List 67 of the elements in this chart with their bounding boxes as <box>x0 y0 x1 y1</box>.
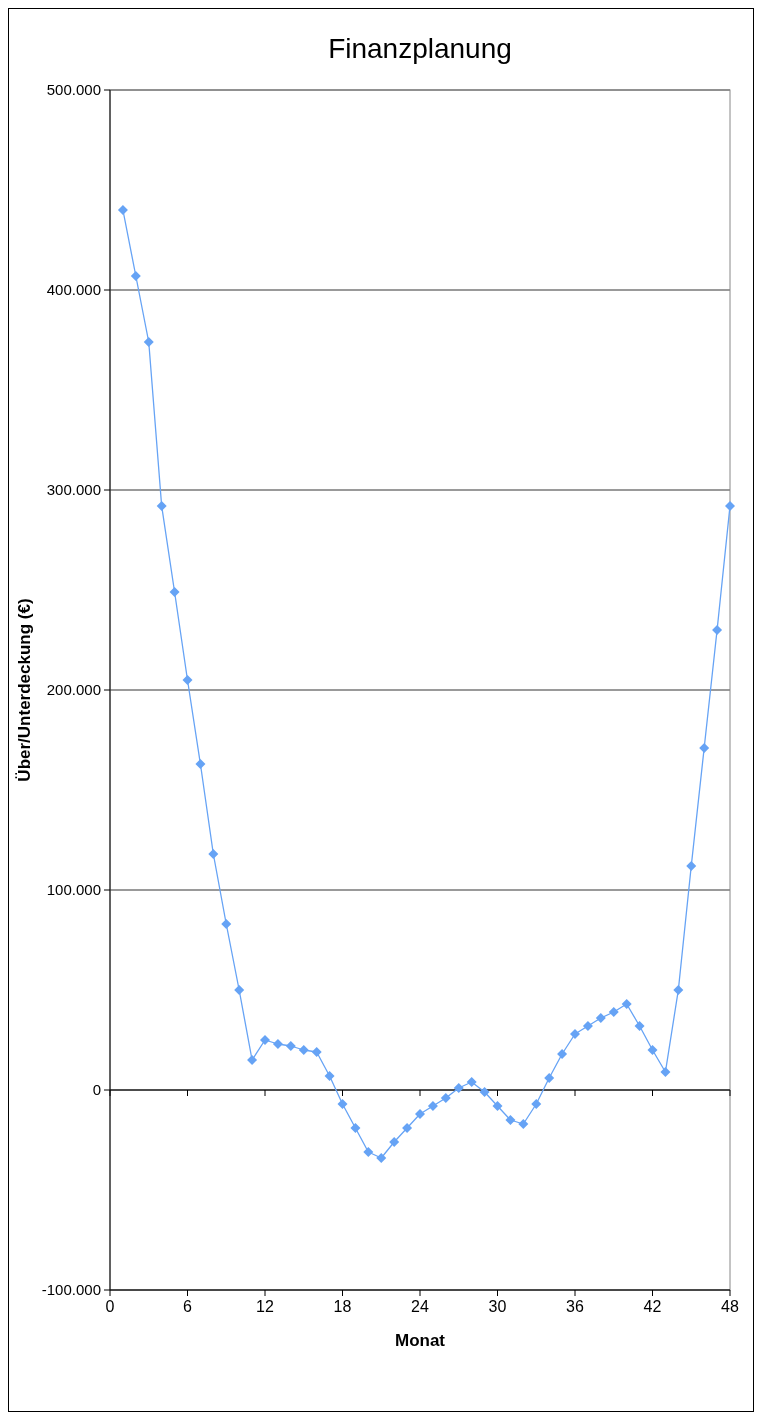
point <box>234 985 245 995</box>
point <box>570 1029 580 1039</box>
x-tick-label: 48 <box>721 1298 739 1315</box>
point <box>647 1045 658 1055</box>
y-tick-label: 0 <box>92 1081 101 1099</box>
y-tick-label: 300.000 <box>46 481 101 499</box>
point <box>272 1039 283 1049</box>
point <box>440 1093 451 1103</box>
point <box>505 1115 516 1125</box>
x-tick-label: 24 <box>411 1298 429 1315</box>
point <box>492 1101 503 1111</box>
y-tick-label: 400.000 <box>46 281 101 299</box>
point <box>699 743 710 753</box>
point <box>337 1099 348 1109</box>
point <box>311 1047 322 1057</box>
point <box>182 675 193 685</box>
point <box>660 1067 671 1077</box>
point <box>285 1041 296 1051</box>
point <box>298 1045 309 1055</box>
chart-title: Finanzplanung <box>328 33 512 64</box>
point <box>544 1073 555 1083</box>
y-tick-label: 200.000 <box>46 681 101 699</box>
point <box>518 1119 529 1129</box>
point <box>557 1049 568 1059</box>
point <box>634 1021 645 1031</box>
point <box>195 759 206 769</box>
point <box>156 501 167 511</box>
point <box>582 1021 593 1031</box>
point <box>725 501 735 511</box>
point <box>260 1035 270 1045</box>
point <box>595 1013 606 1023</box>
point <box>608 1007 619 1017</box>
x-tick-label: 36 <box>566 1298 584 1315</box>
point <box>143 337 154 347</box>
point <box>350 1123 361 1133</box>
point <box>415 1109 425 1119</box>
point <box>376 1153 387 1163</box>
point <box>363 1147 374 1157</box>
point <box>427 1101 438 1111</box>
point <box>389 1137 400 1147</box>
point <box>208 849 219 859</box>
x-tick-label: 12 <box>256 1298 274 1315</box>
point <box>686 861 697 871</box>
point <box>621 999 632 1009</box>
point <box>324 1071 335 1081</box>
x-axis-title: Monat <box>394 1331 446 1350</box>
y-tick-label: -100.000 <box>41 1281 101 1299</box>
point <box>402 1123 413 1133</box>
point <box>247 1055 258 1065</box>
point <box>221 919 232 929</box>
point <box>453 1083 464 1093</box>
point <box>712 625 723 635</box>
y-tick-label: 100.000 <box>46 881 101 899</box>
point <box>531 1099 542 1109</box>
point <box>673 985 684 995</box>
x-tick-label: 6 <box>183 1298 193 1315</box>
point <box>169 587 180 597</box>
x-tick-label: 42 <box>643 1298 662 1315</box>
point <box>466 1077 477 1087</box>
x-tick-label: 0 <box>105 1298 115 1315</box>
y-tick-label: 500.000 <box>46 81 101 99</box>
x-tick-label: 30 <box>488 1298 507 1315</box>
point <box>130 271 141 281</box>
point <box>117 205 128 215</box>
point <box>479 1087 490 1097</box>
x-tick-label: 18 <box>333 1298 352 1315</box>
y-axis-title: Über/Unterdeckung (€) <box>15 598 34 782</box>
